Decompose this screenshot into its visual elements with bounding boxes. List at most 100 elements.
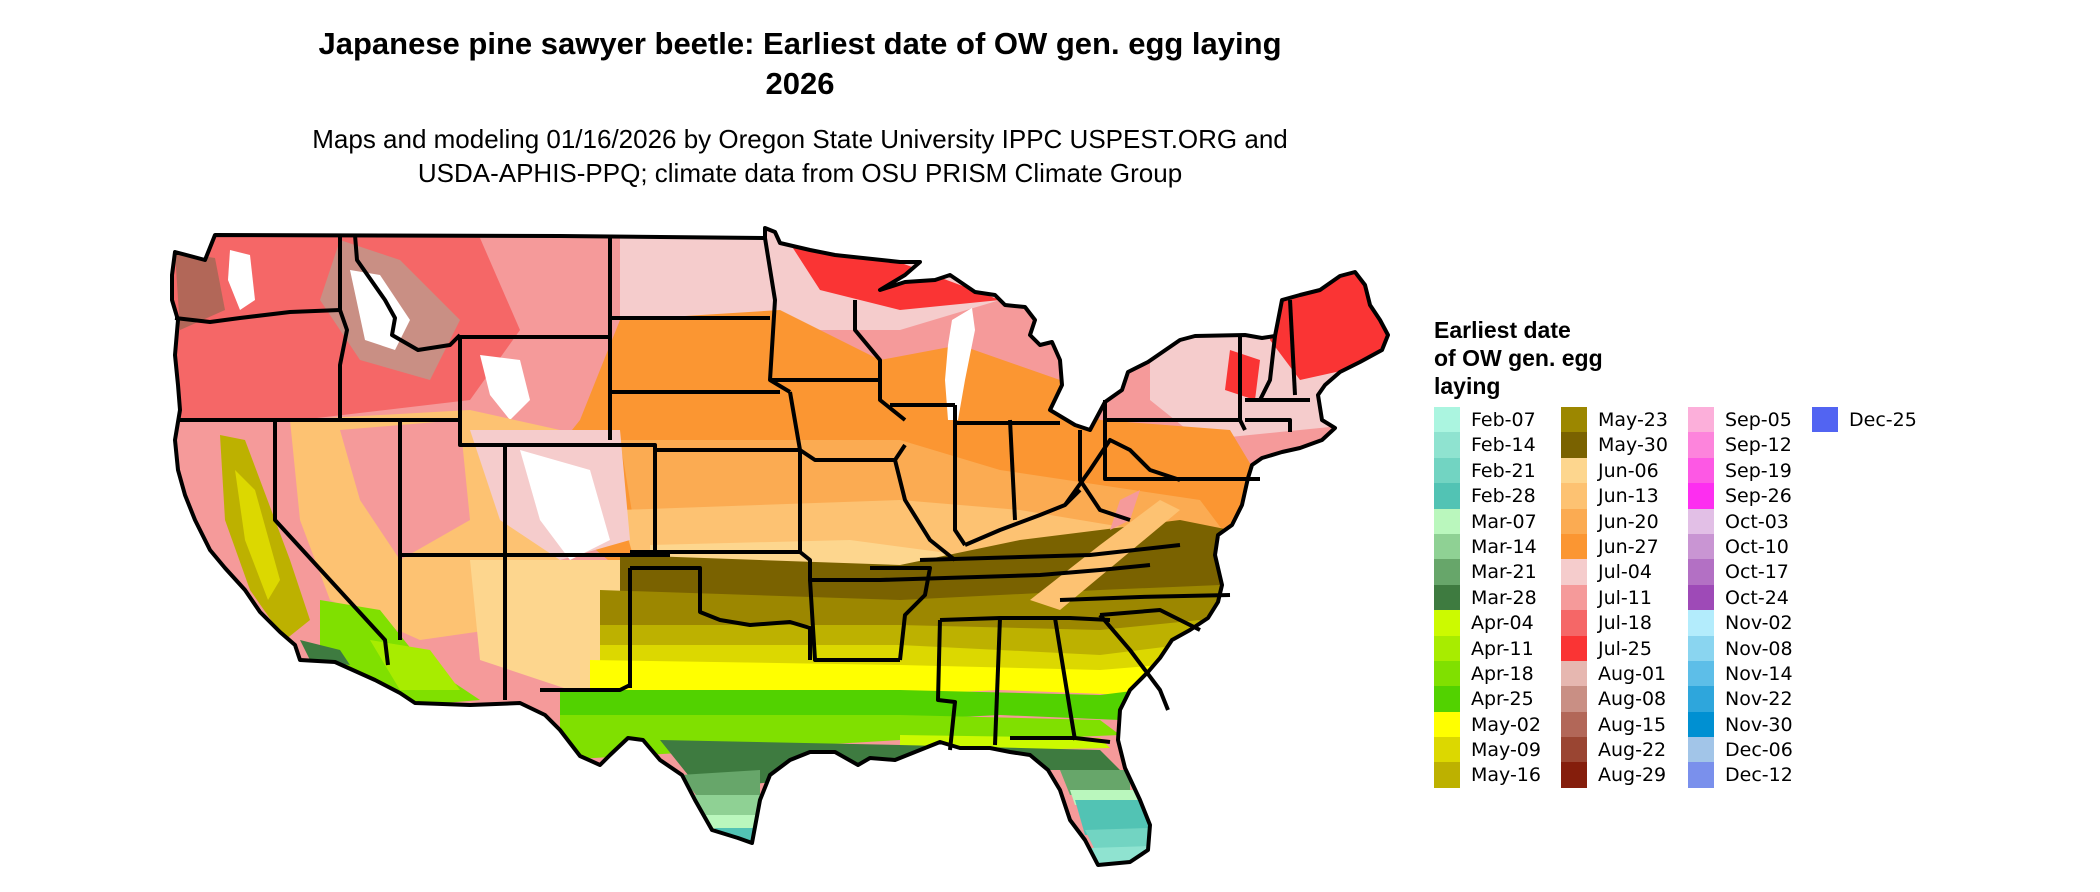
border-pa [1103, 400, 1260, 481]
legend-label: Apr-04 [1471, 612, 1534, 635]
border-ny-vt [1238, 335, 1247, 431]
legend-label: Sep-19 [1725, 459, 1792, 482]
border-id-mt [353, 234, 462, 352]
title-line-2: 2026 [765, 66, 835, 101]
border-ms-al [993, 617, 1002, 746]
legend-label: Apr-25 [1471, 688, 1534, 711]
title-line-1: Japanese pine sawyer beetle: Earliest da… [318, 26, 1282, 61]
legend-swatch [1561, 686, 1587, 712]
legend-label: Dec-06 [1725, 739, 1793, 762]
legend-swatch [1434, 483, 1460, 509]
legend-swatch [1688, 508, 1714, 534]
legend-swatch [1688, 584, 1714, 611]
legend-swatch [1561, 559, 1587, 585]
legend-label: Sep-05 [1725, 409, 1792, 431]
border-wa-or [174, 308, 341, 324]
legend-label: Jun-13 [1598, 485, 1659, 508]
legend-label: Mar-14 [1471, 535, 1537, 558]
legend-label: Jun-20 [1598, 510, 1659, 533]
zone-texas-mar-14 [690, 795, 760, 815]
us-map [170, 226, 1390, 867]
border-ms-al-tn [939, 616, 1111, 622]
legend-label: Feb-07 [1471, 409, 1536, 431]
legend-swatch [1434, 711, 1460, 738]
legend-label: Nov-14 [1725, 662, 1793, 685]
border-nc-sc [1099, 608, 1201, 632]
legend-label: Jun-27 [1598, 535, 1659, 558]
border-nm-mexico [540, 683, 631, 692]
border-va-nc [1059, 593, 1231, 602]
zone-no-data-colorado [520, 450, 610, 560]
state-borders [170, 226, 1390, 867]
legend-label: May-23 [1598, 409, 1668, 431]
zone-desert-apr-11 [370, 640, 460, 690]
legend-swatch [1561, 584, 1587, 611]
legend-swatch [1434, 533, 1460, 560]
legend-label: Aug-08 [1598, 688, 1667, 711]
map-title: Japanese pine sawyer beetle: Earliest da… [250, 24, 1350, 104]
legend-label: May-30 [1598, 434, 1668, 457]
legend-swatch [1434, 635, 1460, 661]
legend-label: Oct-03 [1725, 510, 1789, 533]
border-mn-nd [763, 237, 792, 394]
legend-label: Mar-21 [1471, 561, 1537, 584]
legend-swatch [1434, 432, 1460, 458]
border-oh-pa-wv [1078, 430, 1131, 522]
border-mn-wi [853, 300, 907, 422]
zone-maine-jul-25 [1270, 272, 1388, 380]
border-nh-me [1288, 299, 1297, 396]
legend-swatch [1812, 407, 1838, 433]
border-ar-la-tx [808, 579, 900, 662]
legend-label: Dec-25 [1849, 409, 1917, 431]
border-ca-nv [273, 420, 390, 666]
zone-texas-mar-07 [700, 815, 760, 830]
legend-swatch [1688, 686, 1714, 712]
legend-label: Aug-22 [1598, 739, 1667, 762]
legend-label: Mar-28 [1471, 586, 1537, 609]
legend-label: Aug-01 [1598, 662, 1667, 685]
legend-swatch [1688, 711, 1714, 738]
border-il-in [953, 405, 967, 547]
legend-label: Oct-24 [1725, 586, 1789, 609]
legend-label: Jul-04 [1598, 561, 1652, 584]
zone-florida-feb-21 [1085, 828, 1150, 850]
border-la-ms [936, 619, 957, 751]
legend-swatch [1434, 508, 1460, 534]
border-ky-tn [919, 543, 1181, 562]
zone-florida-mar-21 [1060, 770, 1130, 795]
legend-swatch [1688, 737, 1714, 763]
legend-swatch [1688, 407, 1714, 433]
lake-michigan [945, 308, 975, 420]
legend-swatch [1561, 483, 1587, 509]
legend-swatch [1434, 737, 1460, 763]
border-ar-ms [870, 566, 932, 661]
legend-label: Nov-02 [1725, 612, 1793, 635]
legend-swatch [1688, 533, 1714, 560]
legend-label: Aug-15 [1598, 713, 1667, 736]
legend-label: Jun-06 [1598, 459, 1659, 482]
legend-label: Mar-07 [1471, 510, 1537, 533]
legend-swatch [1688, 610, 1714, 636]
legend-label: Feb-14 [1471, 434, 1536, 457]
border-ct-ri [1245, 418, 1292, 432]
subtitle-line-1: Maps and modeling 01/16/2026 by Oregon S… [312, 124, 1288, 154]
legend-label: Jul-11 [1598, 586, 1652, 609]
border-tn-south [870, 563, 1151, 582]
legend-label: Jul-25 [1598, 637, 1652, 660]
subtitle-line-2: USDA-APHIS-PPQ; climate data from OSU PR… [417, 158, 1183, 188]
zone-central-valley-may-09 [235, 470, 280, 600]
legend-swatch [1561, 610, 1587, 636]
legend-label: Oct-10 [1725, 535, 1789, 558]
legend-swatch [1561, 407, 1587, 433]
border-ut-co [458, 417, 507, 555]
zone-appalachia-jul-11 [1110, 490, 1140, 530]
legend-swatch [1561, 711, 1587, 738]
legend-label: Sep-12 [1725, 434, 1792, 457]
legend-swatch [1688, 660, 1714, 687]
legend-label: Nov-30 [1725, 713, 1793, 736]
border-fl-north [1010, 736, 1111, 744]
legend-label: Aug-29 [1598, 764, 1667, 787]
legend-title-line-3: laying [1434, 373, 1501, 399]
legend-label: Jul-18 [1598, 612, 1652, 635]
border-al-ga [1053, 617, 1077, 741]
